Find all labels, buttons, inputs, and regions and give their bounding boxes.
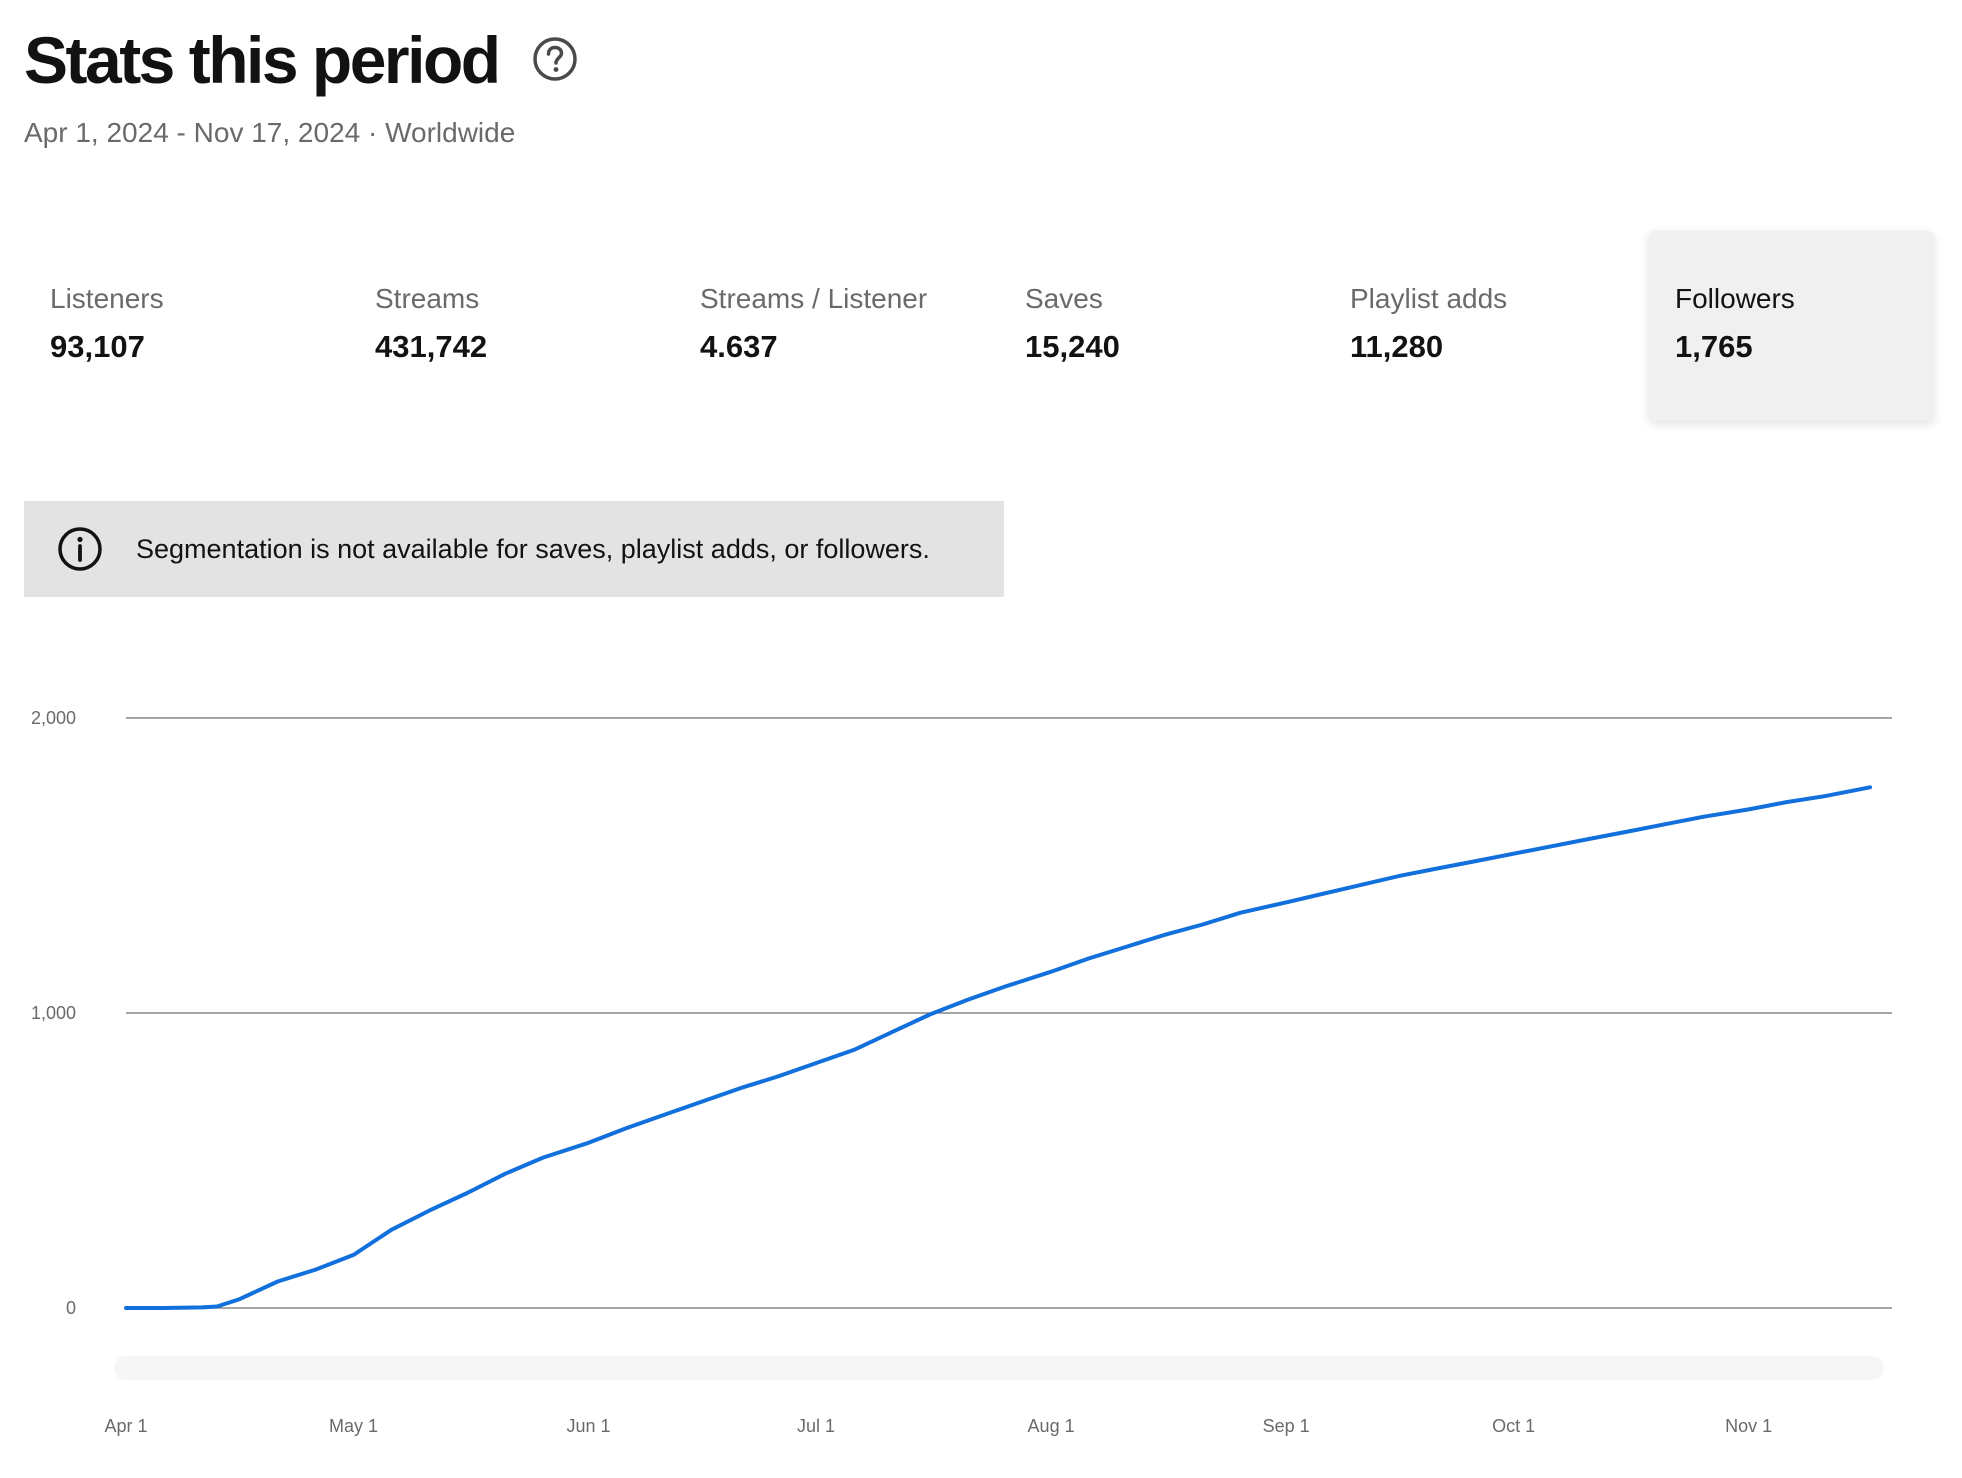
page-title: Stats this period [24, 20, 499, 100]
metric-value: 93,107 [50, 327, 309, 367]
metric-label: Followers [1675, 281, 1934, 317]
x-tick-label: Apr 1 [104, 1416, 147, 1436]
banner-text: Segmentation is not available for saves,… [136, 534, 930, 565]
x-tick-label: May 1 [329, 1416, 378, 1436]
y-axis-labels: 0 1,000 2,000 [31, 708, 76, 1318]
x-tick-label: Jun 1 [567, 1416, 611, 1436]
y-tick-label: 1,000 [31, 1003, 76, 1023]
info-icon [56, 525, 104, 573]
x-tick-label: Aug 1 [1028, 1416, 1075, 1436]
followers-series-line [126, 787, 1870, 1308]
help-icon[interactable] [532, 36, 578, 82]
metric-label: Saves [1025, 281, 1284, 317]
metric-tab-playlist-adds[interactable]: Playlist adds 11,280 [1324, 231, 1609, 421]
metric-value: 11,280 [1350, 327, 1609, 367]
metric-tab-streams[interactable]: Streams 431,742 [349, 231, 634, 421]
metric-label: Streams [375, 281, 634, 317]
x-tick-label: Jul 1 [797, 1416, 835, 1436]
metric-value: 4.637 [700, 327, 959, 367]
metric-value: 1,765 [1675, 327, 1934, 367]
x-tick-label: Oct 1 [1492, 1416, 1535, 1436]
metric-tab-listeners[interactable]: Listeners 93,107 [24, 231, 309, 421]
segmentation-info-banner: Segmentation is not available for saves,… [24, 501, 1004, 597]
metric-label: Playlist adds [1350, 281, 1609, 317]
x-tick-label: Nov 1 [1725, 1416, 1772, 1436]
metric-tab-followers[interactable]: Followers 1,765 [1649, 231, 1934, 421]
metric-tab-streams-per-listener[interactable]: Streams / Listener 4.637 [674, 231, 959, 421]
y-grid [126, 718, 1892, 1308]
y-tick-label: 2,000 [31, 708, 76, 728]
metric-tab-saves[interactable]: Saves 15,240 [999, 231, 1284, 421]
x-axis-labels: Apr 1 May 1 Jun 1 Jul 1 Aug 1 Sep 1 Oct 1 Nov 1 [104, 1416, 1772, 1436]
metric-value: 15,240 [1025, 327, 1284, 367]
chart-scrollbar-track[interactable] [114, 1356, 1884, 1380]
x-tick-label: Sep 1 [1263, 1416, 1310, 1436]
followers-line-chart: 0 1,000 2,000 Apr 1 May 1 Jun 1 Jul 1 Aug 1 Sep… [0, 680, 1962, 1460]
metric-label: Listeners [50, 281, 309, 317]
metric-value: 431,742 [375, 327, 634, 367]
y-tick-label: 0 [66, 1298, 76, 1318]
date-range-subtitle: Apr 1, 2024 - Nov 17, 2024 · Worldwide [24, 113, 515, 153]
metric-label: Streams / Listener [700, 281, 959, 317]
